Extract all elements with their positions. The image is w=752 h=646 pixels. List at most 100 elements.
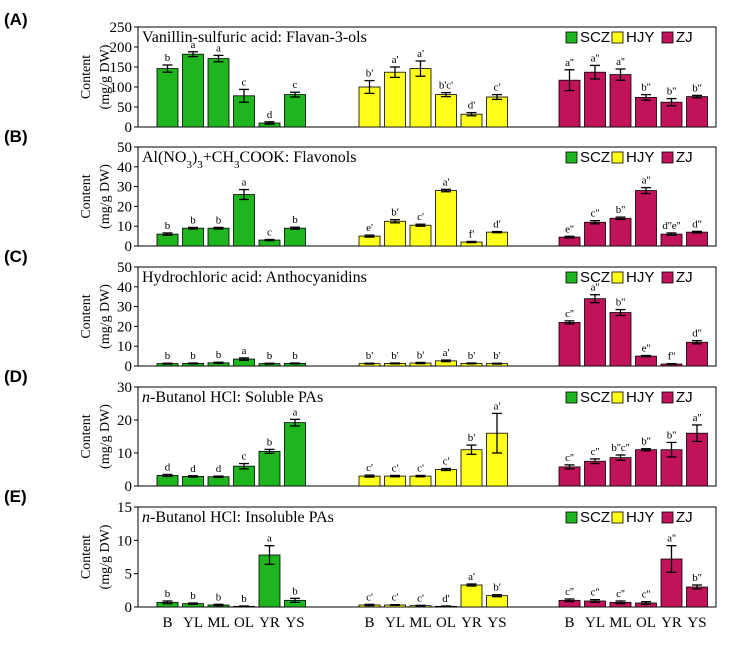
y-axis-label: Content xyxy=(79,174,94,218)
panel-e: (E) Content (mg/g DW) 0 5 10 15 n-Butanol HCl: … xyxy=(4,487,717,631)
bar-zj-yl xyxy=(584,71,606,128)
y-tick-label: 40 xyxy=(117,280,132,296)
significance-letter: a' xyxy=(392,54,399,66)
significance-letter: d xyxy=(165,461,171,473)
bar-scz-ol xyxy=(233,194,255,247)
y-axis-unit-label: (mg/g DW) xyxy=(98,164,113,229)
significance-letter: b xyxy=(292,350,298,362)
y-tick-label: 200 xyxy=(110,40,133,56)
y-tick-label: 10 xyxy=(117,339,132,355)
legend-label-hjy: HJY xyxy=(626,509,654,526)
chart-title-part: -Butanol HCl: Insoluble PAs xyxy=(150,509,334,526)
legend-swatch-scz xyxy=(565,391,578,404)
significance-letter: c'' xyxy=(616,588,625,600)
bar-hjy-yr xyxy=(460,449,483,487)
bar-hjy-yl xyxy=(384,71,406,128)
x-tick-label: ML xyxy=(609,615,632,631)
legend-swatch-hjy xyxy=(611,31,624,44)
y-tick-label: 15 xyxy=(117,500,132,516)
y-tick-label: 30 xyxy=(117,380,132,396)
y-tick-label: 5 xyxy=(125,567,133,583)
y-axis-label: Content xyxy=(79,294,94,338)
significance-letter: d' xyxy=(442,593,450,605)
significance-letter: b xyxy=(165,350,171,362)
significance-letter: a xyxy=(242,177,247,189)
y-tick-label: 0 xyxy=(125,359,133,375)
bar-scz-ml xyxy=(207,58,230,128)
chart-title-part: n xyxy=(142,389,150,406)
significance-letter: d' xyxy=(493,219,501,231)
significance-letter: b'' xyxy=(616,297,625,309)
x-tick-label: ML xyxy=(409,615,432,631)
significance-letter: c' xyxy=(417,211,424,223)
bar-zj-yl xyxy=(584,460,606,487)
significance-letter: e' xyxy=(366,222,373,234)
chart-title-part: n xyxy=(142,509,150,526)
chart-title-part: 3 xyxy=(197,159,203,171)
legend-swatch-scz xyxy=(565,511,578,524)
bar-scz-ys xyxy=(284,227,306,247)
x-tick-label: YS xyxy=(285,615,304,631)
significance-letter: b xyxy=(216,349,222,361)
chart-title: n-Butanol HCl: Insoluble PAs xyxy=(142,509,334,526)
bar-zj-ys xyxy=(686,96,708,128)
bar-hjy-ol xyxy=(435,190,457,247)
bar-zj-ml xyxy=(609,457,632,487)
x-tick-label: OL xyxy=(636,615,656,631)
bar-scz-yl xyxy=(182,53,204,128)
y-tick-label: 20 xyxy=(117,199,132,215)
chart-title: n-Butanol HCl: Soluble PAs xyxy=(142,389,323,406)
panel-b: (B)Content (mg/g DW)01020304050Al(NO3)3+C… xyxy=(4,127,717,255)
legend-label-zj: ZJ xyxy=(676,149,693,166)
x-tick-label: YL xyxy=(585,615,605,631)
y-axis-label: Content xyxy=(79,414,94,458)
significance-letter: b'' xyxy=(692,82,701,94)
significance-letter: b'' xyxy=(692,572,701,584)
y-tick-label: 20 xyxy=(117,319,132,335)
y-axis-unit-label: (mg/g DW) xyxy=(98,44,113,109)
y-tick-label: 0 xyxy=(125,239,133,255)
chart-title-part: 3 xyxy=(234,159,240,171)
bar-scz-yl xyxy=(182,476,204,487)
y-tick-label: 50 xyxy=(117,260,132,276)
bar-zj-ml xyxy=(609,312,632,367)
legend-swatch-hjy xyxy=(611,511,624,524)
bar-hjy-ys xyxy=(486,96,508,128)
legend-label-hjy: HJY xyxy=(626,389,654,406)
significance-letter: d xyxy=(190,463,196,475)
panel-d: (D) Content (mg/g DW) 0 10 20 30 n-Butanol HCl:… xyxy=(4,367,717,495)
legend-swatch-hjy xyxy=(611,271,624,284)
bar-zj-ys xyxy=(686,341,708,367)
y-tick-label: 10 xyxy=(117,533,132,549)
bar-scz-yr xyxy=(258,450,281,487)
y-tick-label: 30 xyxy=(117,300,132,316)
x-tick-label: YR xyxy=(259,615,280,631)
significance-letter: c' xyxy=(494,82,501,94)
panel-label: (E) xyxy=(4,487,27,506)
y-tick-label: 20 xyxy=(117,413,132,429)
significance-letter: c xyxy=(242,76,247,88)
bar-hjy-ol xyxy=(435,94,457,128)
bar-zj-ol xyxy=(635,449,657,487)
significance-letter: b'' xyxy=(667,86,676,98)
legend-swatch-hjy xyxy=(611,391,624,404)
bar-hjy-ys xyxy=(486,231,508,247)
significance-letter: b' xyxy=(366,350,374,362)
y-tick-label: 40 xyxy=(117,160,132,176)
legend-swatch-zj xyxy=(661,31,674,44)
significance-letter: a' xyxy=(494,400,501,412)
significance-letter: b'' xyxy=(641,82,650,94)
significance-letter: b xyxy=(292,585,298,597)
bar-scz-b xyxy=(156,68,179,128)
y-tick-label: 10 xyxy=(117,446,132,462)
significance-letter: c'' xyxy=(642,589,651,601)
x-tick-label: YL xyxy=(385,615,405,631)
significance-letter: c'' xyxy=(565,452,574,464)
bar-zj-ol xyxy=(635,97,657,128)
bar-hjy-ml xyxy=(409,224,432,247)
significance-letter: c xyxy=(293,79,298,91)
legend-label-scz: SCZ xyxy=(580,509,610,526)
y-tick-label: 50 xyxy=(117,140,132,156)
bar-hjy-ml xyxy=(409,68,432,128)
significance-letter: a xyxy=(267,533,272,545)
